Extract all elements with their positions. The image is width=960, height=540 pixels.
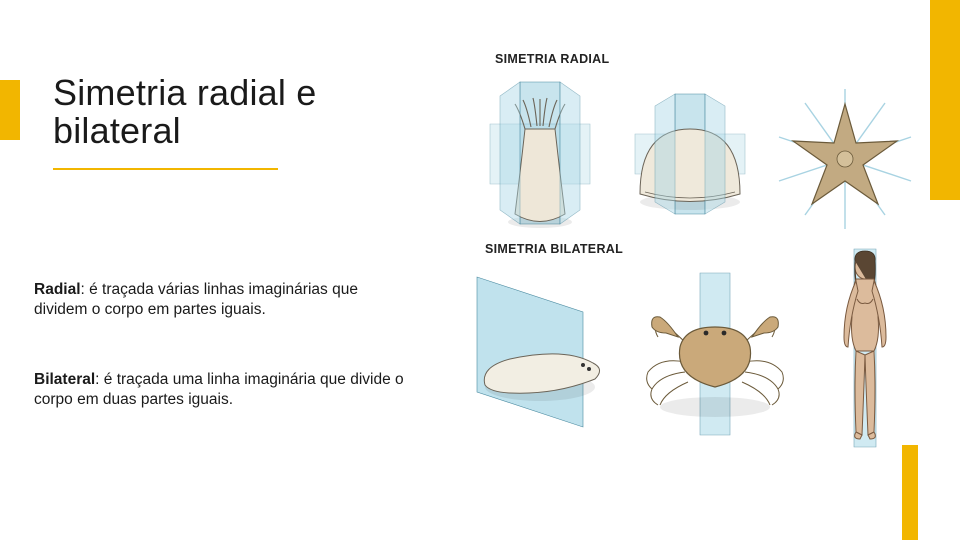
slide: Simetria radial e bilateral Radial: é tr… xyxy=(0,0,960,540)
illustration-flatworm xyxy=(455,267,625,442)
paragraph-radial: Radial: é traçada várias linhas imaginár… xyxy=(34,280,404,320)
page-title: Simetria radial e bilateral xyxy=(53,74,393,150)
illustration-human xyxy=(810,247,920,452)
paragraph-radial-label: Radial xyxy=(34,281,81,298)
illustration-crab xyxy=(630,267,800,442)
title-underline xyxy=(53,168,278,170)
illustration-anemone xyxy=(465,74,615,234)
figure-area: SIMETRIA RADIAL SIMETRIA BILATERAL xyxy=(455,52,925,452)
accent-bar-top-right xyxy=(930,0,960,200)
illustration-starfish xyxy=(770,74,920,234)
paragraph-bilateral: Bilateral: é traçada uma linha imaginári… xyxy=(34,370,404,410)
paragraph-radial-text: : é traçada várias linhas imaginárias qu… xyxy=(34,281,358,318)
paragraph-bilateral-label: Bilateral xyxy=(34,371,95,388)
figure-label-radial: SIMETRIA RADIAL xyxy=(495,52,609,66)
illustration-jellyfish xyxy=(615,74,765,234)
figure-label-bilateral: SIMETRIA BILATERAL xyxy=(485,242,623,256)
accent-bar-left xyxy=(0,80,20,140)
accent-bar-bottom-right xyxy=(902,445,918,540)
